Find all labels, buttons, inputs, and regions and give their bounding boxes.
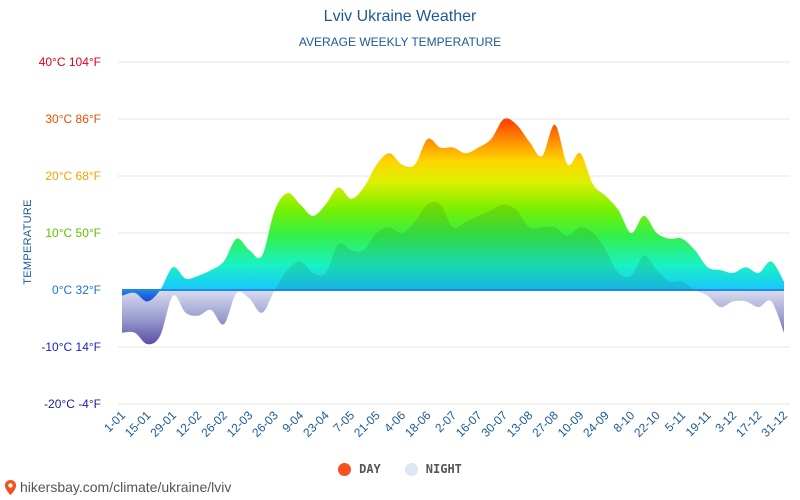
source-url: hikersbay.com/climate/ukraine/lviv xyxy=(20,479,232,495)
x-tick-label: 12-02 xyxy=(173,408,205,440)
x-tick-label: 29-01 xyxy=(147,408,179,440)
x-tick-label: 27-08 xyxy=(529,408,561,440)
day-dot-icon xyxy=(338,462,352,476)
x-tick-label: 15-01 xyxy=(122,408,154,440)
x-tick-label: 18-06 xyxy=(402,408,434,440)
temperature-areas xyxy=(122,118,784,345)
x-tick-label: 23-04 xyxy=(300,408,332,440)
y-tick-label: 0°C 32°F xyxy=(52,283,101,297)
y-tick-label: 30°C 86°F xyxy=(45,112,101,126)
y-tick-label: 20°C 68°F xyxy=(45,169,101,183)
temperature-chart: 40°C 104°F 30°C 86°F 20°C 68°F 10°C 50°F 0°C… xyxy=(39,55,791,440)
y-tick-label: 40°C 104°F xyxy=(39,55,101,69)
y-tick-labels: 40°C 104°F 30°C 86°F 20°C 68°F 10°C 50°F 0°C… xyxy=(39,55,101,411)
night-area-below-zero xyxy=(122,290,784,345)
x-tick-label: 16-07 xyxy=(453,408,485,440)
grid-lines xyxy=(118,61,790,405)
y-tick-label: -10°C 14°F xyxy=(41,340,101,354)
legend-item-night[interactable]: NIGHT xyxy=(404,462,462,476)
legend-day-label: DAY xyxy=(359,462,381,476)
x-tick-label: 13-08 xyxy=(504,408,536,440)
legend-item-day[interactable]: DAY xyxy=(338,462,381,476)
x-tick-label: 30-07 xyxy=(478,408,510,440)
x-tick-label: 24-09 xyxy=(580,408,612,440)
x-tick-label: 22-10 xyxy=(631,408,663,440)
x-tick-label: 21-05 xyxy=(351,408,383,440)
chart-title: Lviv Ukraine Weather xyxy=(323,8,477,25)
x-tick-label: 12-03 xyxy=(224,408,256,440)
legend: DAY NIGHT xyxy=(0,462,800,476)
day-area xyxy=(122,118,784,290)
x-tick-label: 26-03 xyxy=(249,408,281,440)
y-tick-label: 10°C 50°F xyxy=(45,226,101,240)
legend-night-label: NIGHT xyxy=(425,462,462,476)
map-pin-icon xyxy=(4,479,17,495)
chart-subtitle: AVERAGE WEEKLY TEMPERATURE xyxy=(298,35,502,49)
x-tick-label: 10-09 xyxy=(555,408,587,440)
night-area xyxy=(122,202,784,290)
x-tick-labels: 1-0115-0129-0112-0226-0212-0326-039-0423… xyxy=(101,408,790,440)
x-tick-label: 26-02 xyxy=(198,408,230,440)
source-link[interactable]: hikersbay.com/climate/ukraine/lviv xyxy=(4,479,231,495)
x-tick-label: 31-12 xyxy=(759,408,791,440)
x-tick-label: 17-12 xyxy=(733,408,765,440)
y-tick-label: -20°C -4°F xyxy=(44,397,101,411)
x-tick-label: 19-11 xyxy=(683,408,714,439)
night-dot-icon xyxy=(404,462,418,476)
